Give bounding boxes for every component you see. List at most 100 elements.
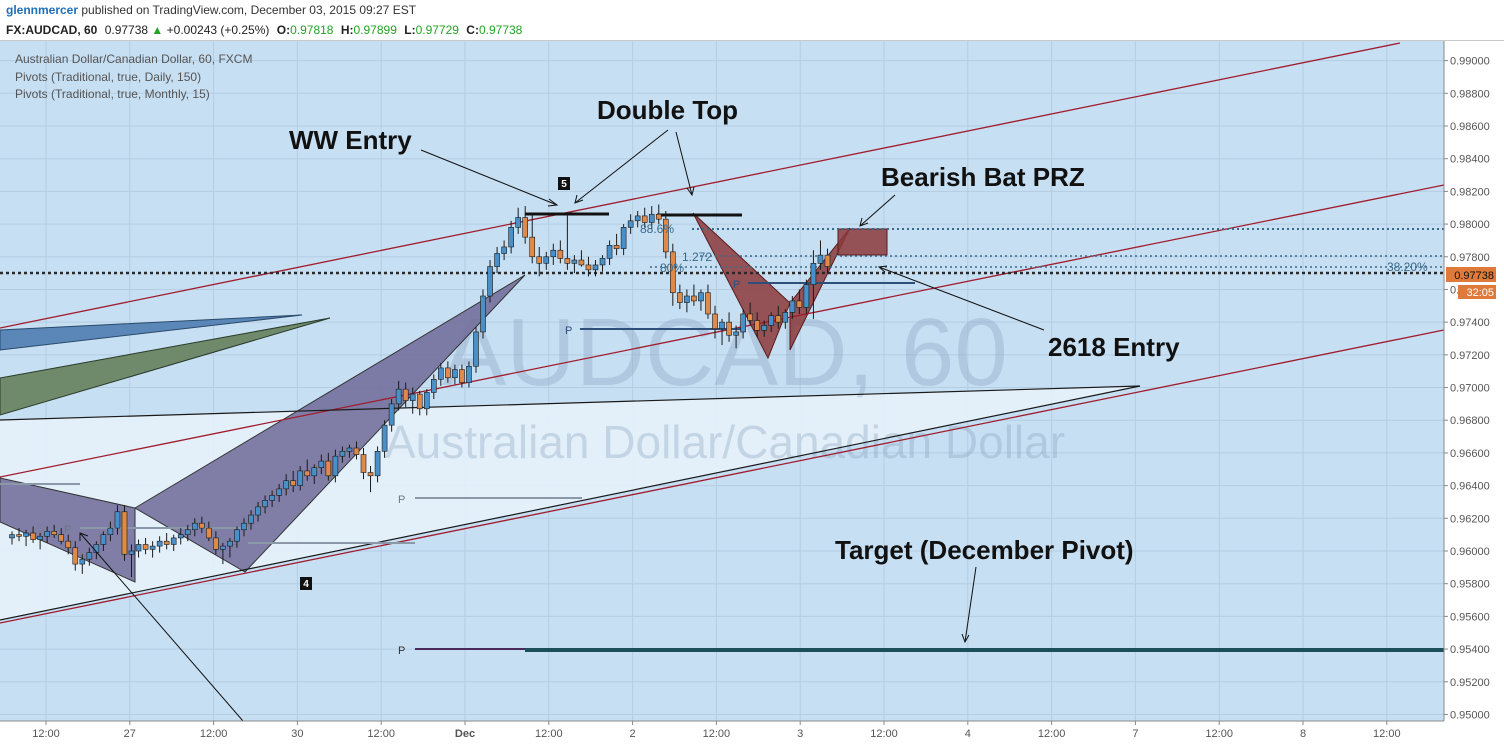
current-price-tag [1446,267,1496,282]
candle-body [592,264,599,271]
x-tick-label: Dec [455,728,475,740]
annotation-2618-entry: 2618 Entry [1048,332,1180,362]
candle-body [23,532,29,537]
ohlc-high: H:0.97899 [340,23,397,37]
candle-body [487,266,493,297]
candle-body [775,315,782,323]
legend-main-series[interactable]: Australian Dollar/Canadian Dollar, 60, F… [15,52,253,66]
candle-body [269,495,275,501]
x-tick-label: 27 [124,728,136,740]
last-price: 0.97738 [104,23,149,37]
candle-body [79,558,86,565]
candle-body [627,220,634,228]
candle-body [311,467,318,477]
candle-body [332,455,339,477]
watermark-symbol: AUDCAD, 60 [442,299,1008,406]
green-wedge [0,317,331,416]
candle-body [796,300,803,308]
countdown-tag [1458,285,1496,299]
candle-body [135,544,142,552]
candle-body [191,522,198,531]
fib-label-1272: 1.272 [682,250,712,264]
x-tick-label: 4 [965,728,971,740]
candle-body [782,312,789,323]
candle-body [163,540,170,545]
x-tick-label: 3 [797,728,803,740]
candles [9,204,831,578]
svg-text:5: 5 [561,179,567,190]
candle-body [255,506,261,516]
author-name[interactable]: glennmercer [6,3,79,17]
candle-body [248,514,254,524]
x-axis-panel[interactable] [0,721,1504,751]
price-chart[interactable]: AUDCAD, 60 Australian Dollar/Canadian Do… [0,41,1504,751]
y-tick-label: 0.98600 [1450,121,1490,133]
candle-body [58,534,65,542]
ohlc-low: L:0.97729 [404,23,459,37]
candle-body [367,472,374,477]
candle-body [72,547,79,565]
y-tick-label: 0.98000 [1450,219,1490,231]
candle-body [9,534,15,539]
y-tick-label: 0.96000 [1450,546,1490,558]
candle-body [705,292,711,315]
candle-body [149,545,156,550]
legend-monthly-pivots[interactable]: Pivots (Traditional, true, Monthly, 15) [15,87,210,101]
publish-info: published on TradingView.com, December 0… [81,3,417,17]
candle-body [754,320,760,331]
candle-body [304,470,311,477]
y-axis-panel[interactable] [1444,41,1504,721]
candle-body [670,251,676,294]
candle-body [100,534,107,545]
countdown-text: 32:05 [1466,287,1494,299]
x-tick-label: 12:00 [1373,728,1401,740]
candle-body [810,263,817,285]
candle-body [634,215,641,222]
pattern-triangle-1 [0,477,136,583]
y-tick-label: 0.98800 [1450,88,1490,100]
candle-body [388,403,395,426]
y-axis: 0.99000 0.98800 0.98600 0.98400 0.98200 0.980… [1444,56,1490,721]
pivot-label-3: P [398,494,405,506]
candle-body [37,535,43,540]
y-tick-label: 0.95000 [1450,709,1490,721]
candle-body [177,534,184,539]
candle-body [234,529,240,542]
candle-body [142,544,149,550]
x-tick-label: 30 [291,728,303,740]
candle-body [620,227,627,249]
candle-body [16,534,22,537]
annotation-bearish-bat-prz: Bearish Bat PRZ [881,162,1085,192]
pivot-label-4: P [64,524,71,536]
candle-body [220,545,226,550]
symbol-label[interactable]: FX:AUDCAD, 60 [6,23,98,37]
x-tick-label: 12:00 [32,728,60,740]
x-tick-label: 12:00 [1038,728,1066,740]
fib-label-382: 38.20% [1387,260,1428,274]
x-tick-label: 12:00 [367,728,395,740]
candle-body [522,217,528,238]
blue-wedge [0,314,303,351]
current-price-text: 0.97738 [1454,270,1494,282]
candle-body [86,552,93,560]
candle-body [543,256,550,264]
candle-body [501,246,507,254]
annotation-ww-entry: WW Entry [289,125,412,155]
candle-body [599,258,606,266]
candle-body [156,540,163,547]
candle-body [184,529,191,535]
x-tick-label: 12:00 [535,728,563,740]
watermark-name: Australian Dollar/Canadian Dollar [385,416,1065,468]
candle-body [430,379,437,393]
legend-daily-pivots[interactable]: Pivots (Traditional, true, Daily, 150) [15,70,202,84]
point-marker-5 [558,177,570,190]
ohlc-close: C:0.97738 [466,23,523,37]
y-tick-label: 0.97800 [1450,252,1490,264]
candle-body [803,284,810,308]
candle-body [107,527,114,535]
point-marker-4 [300,577,312,590]
candle-body [114,511,121,529]
candle-body [740,313,746,333]
candle-body [339,450,346,457]
candle-body [466,365,472,383]
